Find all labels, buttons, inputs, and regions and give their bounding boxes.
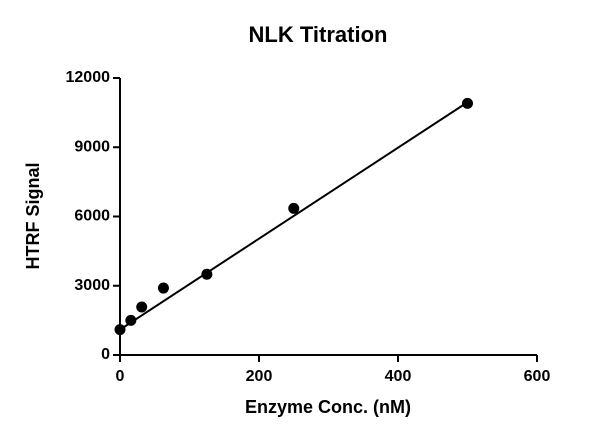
fit-line (119, 101, 469, 331)
x-tick-label: 200 (246, 368, 273, 385)
y-tick-label: 12000 (66, 69, 111, 86)
x-tick-label: 600 (524, 368, 551, 385)
data-point (157, 282, 169, 294)
y-tick-label: 9000 (74, 138, 110, 155)
data-point (201, 268, 213, 280)
data-point (125, 314, 137, 326)
data-point (136, 301, 148, 313)
x-axis-label: Enzyme Conc. (nM) (245, 397, 411, 417)
y-axis-label: HTRF Signal (23, 163, 43, 270)
data-point (114, 324, 126, 336)
y-tick-label: 6000 (74, 208, 110, 225)
data-point (462, 97, 473, 109)
chart-title: NLK Titration (249, 22, 388, 47)
data-point (288, 202, 300, 214)
x-tick-label: 0 (116, 368, 125, 385)
y-tick-label: 0 (101, 346, 110, 363)
y-tick-label: 3000 (74, 277, 110, 294)
x-tick-label: 400 (385, 368, 412, 385)
